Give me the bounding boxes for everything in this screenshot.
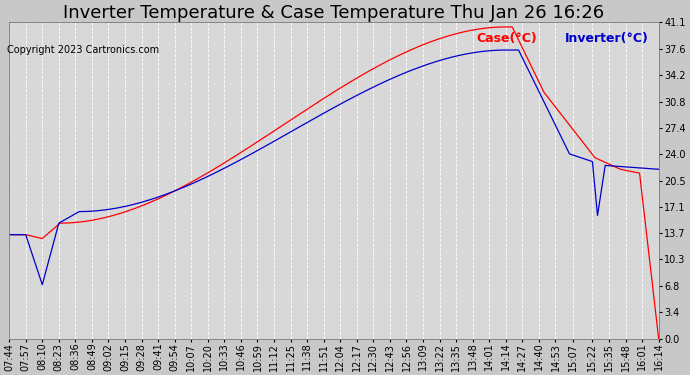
Text: Inverter(°C): Inverter(°C) [564,32,649,45]
Text: Copyright 2023 Cartronics.com: Copyright 2023 Cartronics.com [7,45,159,55]
Text: Case(°C): Case(°C) [477,32,538,45]
Title: Inverter Temperature & Case Temperature Thu Jan 26 16:26: Inverter Temperature & Case Temperature … [63,4,604,22]
